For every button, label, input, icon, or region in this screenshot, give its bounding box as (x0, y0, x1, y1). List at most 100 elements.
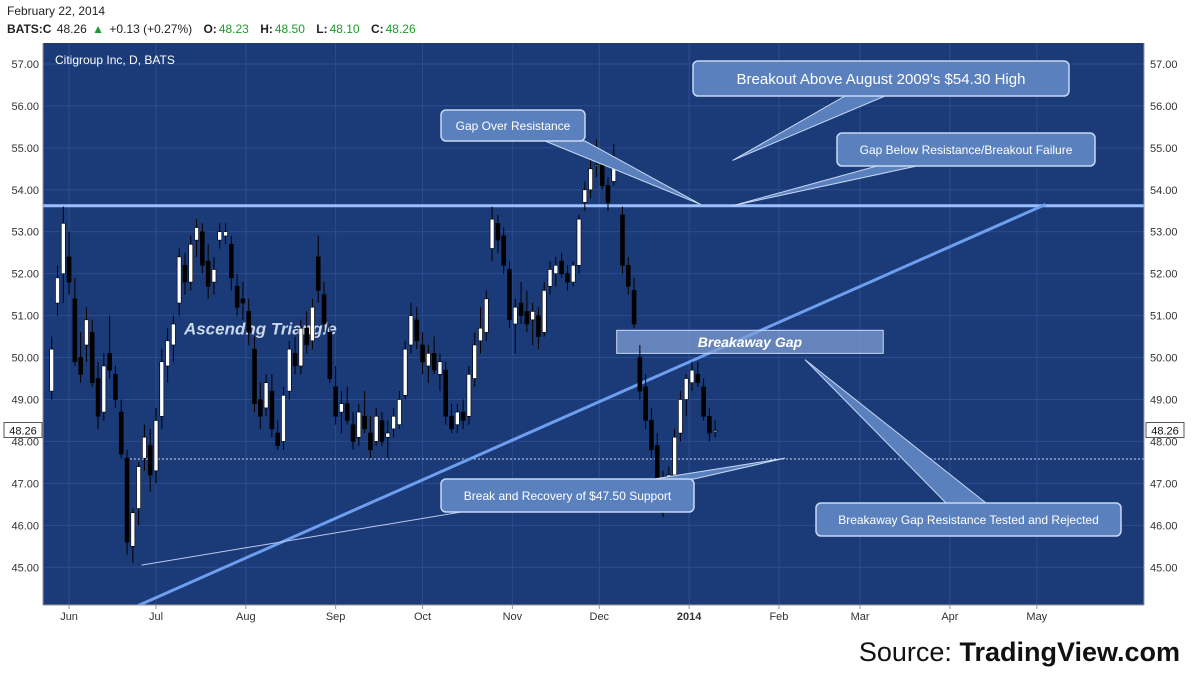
candle-down (200, 231, 205, 266)
candle (379, 412, 385, 446)
right-tick-label: 49.00 (1150, 394, 1178, 406)
candle-up (263, 382, 269, 409)
time-tick-label: Jul (149, 611, 163, 623)
candle-down (599, 164, 605, 186)
candle (356, 403, 362, 446)
time-tick-label: Feb (769, 611, 788, 623)
candle (695, 361, 701, 387)
source-label: Source: (858, 637, 952, 667)
up-arrow-icon: ▲ (92, 22, 105, 36)
candle-up (402, 348, 408, 396)
candle-up (130, 512, 136, 547)
candle-up (426, 353, 431, 367)
candle (147, 428, 153, 492)
candle-down (252, 348, 257, 404)
candle-up (171, 323, 176, 346)
candle-up (55, 277, 60, 304)
left-tick-label: 47.00 (11, 478, 39, 490)
candle-down (637, 357, 643, 392)
right-tick-label: 45.00 (1150, 562, 1178, 574)
candle (275, 420, 280, 450)
candle-down (240, 298, 246, 304)
candle-up (153, 420, 159, 472)
close-label: C: (370, 22, 384, 36)
candle (344, 386, 350, 425)
candle (310, 298, 315, 350)
candle-down (147, 445, 153, 476)
pattern-label: Ascendng Triangle (183, 319, 337, 338)
candle (431, 336, 437, 375)
time-tick-label: Mar (851, 611, 870, 623)
candle (304, 311, 309, 354)
candle (339, 391, 344, 434)
candle (455, 403, 460, 434)
right-price-axis[interactable]: 45.00 46.00 47.00 48.00 49.00 50.00 51.00 52.00… (1143, 43, 1185, 605)
candle (501, 227, 506, 274)
candle (437, 353, 443, 392)
candle-up (678, 399, 683, 434)
time-tick-label: 2014 (677, 611, 702, 623)
candle-up (298, 327, 304, 367)
candle-up (408, 315, 414, 346)
candle (229, 235, 234, 291)
candle (171, 315, 176, 362)
candle-down (368, 432, 373, 451)
symbol: BATS:C (7, 22, 52, 36)
last-price: 48.26 (56, 22, 87, 36)
candle-up (478, 327, 483, 342)
candle (397, 391, 402, 429)
last-price-tag-right: 48.26 (1145, 422, 1185, 439)
candle (512, 298, 518, 354)
candle (712, 420, 718, 438)
candle-up (397, 399, 402, 425)
candle-down (124, 457, 130, 543)
candle-up (547, 269, 553, 287)
candle-up (165, 340, 170, 367)
candle-down (449, 415, 454, 430)
candle-down (118, 411, 124, 455)
candle (234, 273, 240, 316)
breakaway-gap-label: Breakaway Gap (698, 334, 803, 350)
candle-down (507, 269, 512, 321)
candle-down (605, 185, 611, 203)
candle (205, 244, 211, 299)
candle (362, 391, 367, 434)
callout: Gap Below Resistance/Breakout Failure (732, 132, 1096, 207)
left-tick-label: 51.00 (11, 311, 39, 323)
candle-up (672, 436, 677, 476)
low-value: 48.10 (329, 22, 360, 36)
candle (95, 361, 101, 429)
candle-down (701, 386, 706, 417)
time-tick-label: Apr (941, 611, 958, 623)
candle (631, 277, 637, 329)
right-tick-label: 51.00 (1150, 311, 1178, 323)
candle (625, 256, 631, 295)
candle-down (362, 415, 367, 430)
candle (368, 416, 373, 459)
candle (333, 365, 338, 425)
candle (588, 160, 593, 199)
left-tick-label: 56.00 (11, 101, 39, 113)
candle (194, 219, 199, 257)
candle-down (643, 386, 648, 421)
candle-down (321, 294, 327, 325)
candle-down (379, 420, 385, 442)
left-price-axis[interactable]: 45.00 46.00 47.00 48.00 49.00 50.00 51.00 52.00… (3, 43, 44, 605)
left-tick-label: 53.00 (11, 227, 39, 239)
candle-down (246, 311, 252, 333)
candle (118, 399, 124, 459)
candle (66, 231, 72, 295)
candle (553, 256, 559, 287)
callout-text: Gap Below Resistance/Breakout Failure (860, 143, 1073, 157)
candle (217, 223, 223, 249)
candle-down (333, 386, 338, 417)
candle-down (95, 378, 101, 417)
right-tick-label: 54.00 (1150, 185, 1178, 197)
candle-up (594, 164, 599, 166)
candle-up (60, 223, 66, 274)
time-axis[interactable]: Jun Jul Aug Sep Oct Nov Dec 2014 Feb Mar Apr May (43, 604, 1144, 623)
right-tick-label: 48.00 (1150, 436, 1178, 448)
candle (683, 374, 689, 417)
callout-box (815, 502, 1122, 537)
